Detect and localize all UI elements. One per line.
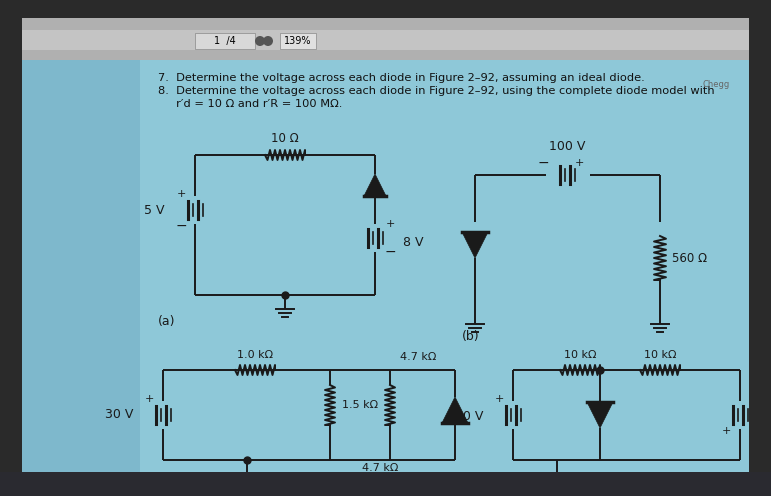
Text: −: −: [537, 156, 549, 170]
Text: +: +: [144, 394, 153, 404]
Bar: [0, 0, 771, 18]
Text: 8 V: 8 V: [403, 236, 423, 248]
Text: −: −: [384, 245, 396, 259]
Text: −20 V: −20 V: [754, 411, 771, 424]
Text: +: +: [722, 426, 731, 436]
Text: r′d = 10 Ω and r′R = 100 MΩ.: r′d = 10 Ω and r′R = 100 MΩ.: [158, 99, 342, 109]
Bar: [749, 0, 771, 496]
Text: 5 V: 5 V: [144, 203, 165, 216]
Text: 1.5 kΩ: 1.5 kΩ: [342, 400, 378, 410]
Bar: [280, 33, 316, 49]
Text: 10 kΩ: 10 kΩ: [564, 350, 596, 360]
Text: (a): (a): [158, 315, 176, 328]
Polygon shape: [442, 397, 468, 423]
Text: 1  /4: 1 /4: [214, 36, 236, 46]
Polygon shape: [462, 232, 488, 258]
Bar: [195, 33, 255, 49]
Text: 10 V: 10 V: [455, 411, 483, 424]
Text: 7.  Determine the voltage across each diode in Figure 2–92, assuming an ideal di: 7. Determine the voltage across each dio…: [158, 73, 645, 83]
Polygon shape: [364, 174, 386, 196]
Text: +: +: [575, 158, 584, 168]
Text: +: +: [494, 394, 503, 404]
Text: 4.7 kΩ: 4.7 kΩ: [362, 463, 398, 473]
Text: 30 V: 30 V: [105, 409, 133, 422]
Text: 4.7 kΩ: 4.7 kΩ: [400, 352, 436, 362]
Bar: [22, 60, 749, 472]
Text: Chegg: Chegg: [702, 80, 730, 89]
Text: 560 Ω: 560 Ω: [672, 251, 707, 264]
Text: 1.0 kΩ: 1.0 kΩ: [237, 350, 273, 360]
Bar: [140, 60, 760, 472]
Circle shape: [263, 36, 273, 46]
Bar: [22, 18, 749, 60]
Bar: [0, 472, 771, 496]
Text: 100 V: 100 V: [549, 140, 586, 153]
Text: 139%: 139%: [284, 36, 311, 46]
Text: +: +: [177, 189, 186, 199]
Circle shape: [255, 36, 265, 46]
Text: −: −: [175, 219, 187, 233]
Text: 8.  Determine the voltage across each diode in Figure 2–92, using the complete d: 8. Determine the voltage across each dio…: [158, 86, 715, 96]
Polygon shape: [587, 402, 613, 428]
Bar: [0, 0, 22, 496]
Text: (b): (b): [462, 330, 480, 343]
Bar: [22, 30, 749, 50]
Text: 10 kΩ: 10 kΩ: [644, 350, 676, 360]
Text: 10 Ω: 10 Ω: [271, 132, 299, 145]
Text: +: +: [386, 219, 395, 229]
